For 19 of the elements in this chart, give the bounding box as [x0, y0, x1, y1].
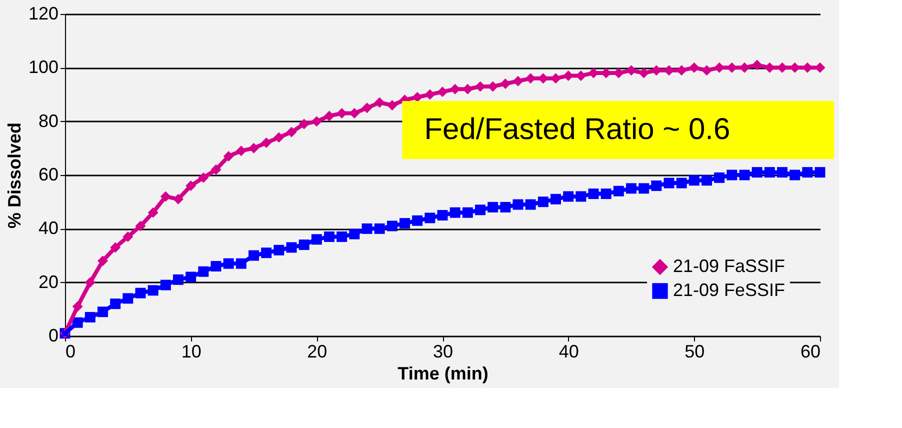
y-tick-label: 80	[38, 110, 58, 131]
y-tick-label: 60	[38, 164, 58, 184]
legend-label: 21-09 FaSSIF	[673, 256, 786, 276]
y-tick-label: 120	[28, 4, 58, 24]
x-tick-label: 50	[684, 342, 705, 362]
x-tick-label: 30	[432, 342, 454, 362]
y-tick-label: 100	[28, 57, 58, 78]
x-tick-label: 10	[181, 342, 202, 362]
y-tick-label: 0	[48, 326, 58, 346]
x-tick-label: 60	[800, 342, 820, 362]
x-tick-label: 0	[66, 342, 76, 362]
x-axis-title: Time (min)	[398, 364, 488, 384]
y-axis-title: % Dissolved	[4, 122, 24, 229]
legend-label: 21-09 FeSSIF	[673, 280, 786, 300]
x-tick-label: 20	[307, 342, 328, 362]
y-tick-label: 20	[38, 272, 58, 292]
annotation: Fed/Fasted Ratio ~ 0.6	[424, 112, 730, 146]
x-tick-label: 40	[558, 342, 579, 362]
y-tick-label: 40	[38, 218, 58, 238]
